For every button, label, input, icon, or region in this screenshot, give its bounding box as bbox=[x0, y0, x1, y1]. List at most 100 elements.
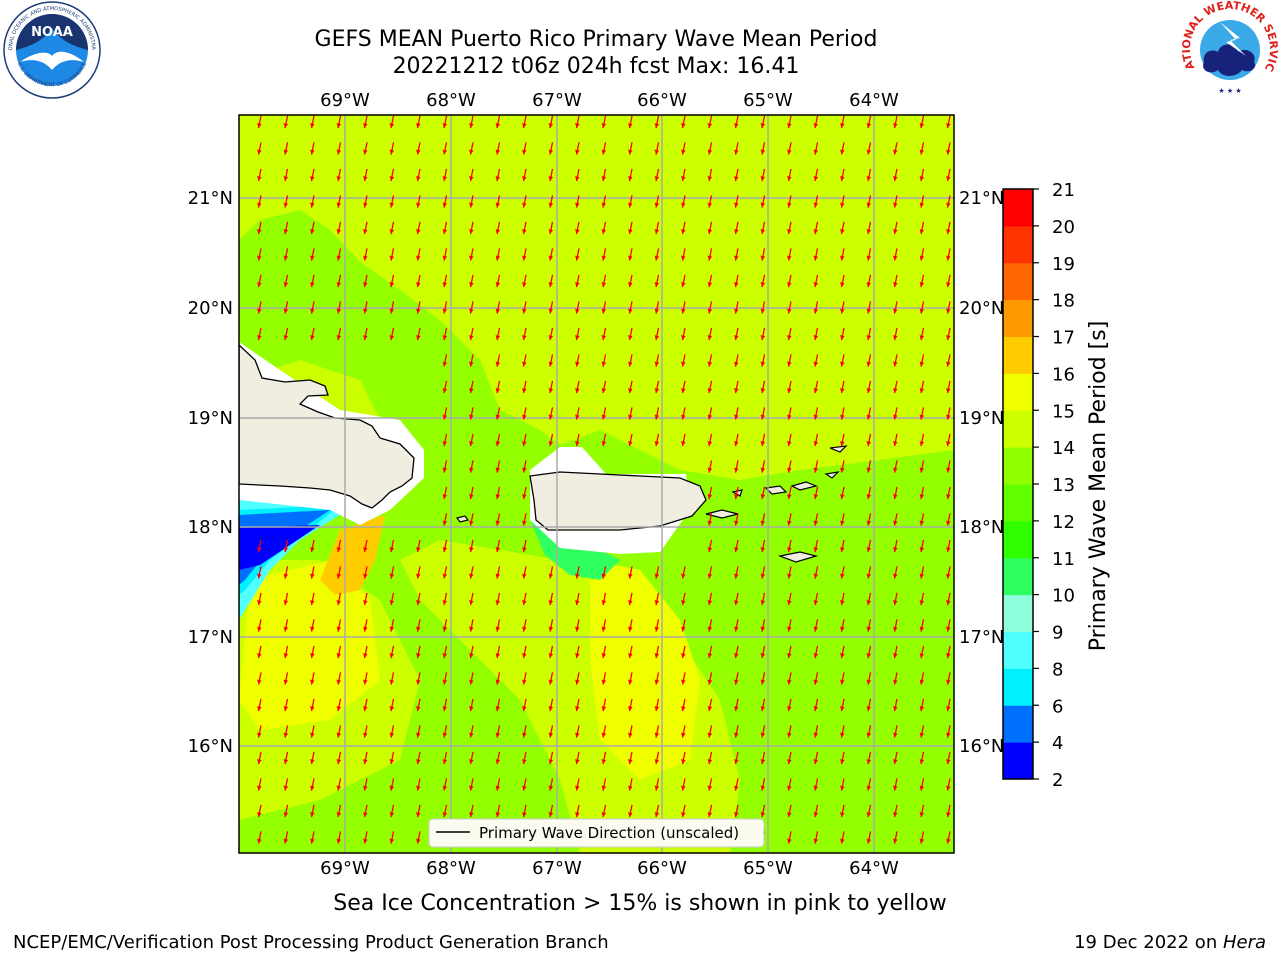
wave-arrow-head bbox=[813, 202, 819, 208]
wave-arrow-head bbox=[813, 600, 819, 606]
wave-arrow-head bbox=[813, 706, 819, 712]
wave-arrow-head bbox=[760, 785, 766, 791]
wave-arrow-head bbox=[522, 123, 527, 129]
wave-arrow-head bbox=[442, 361, 448, 367]
wave-arrow-head bbox=[283, 732, 289, 738]
wave-arrow-head bbox=[283, 679, 289, 685]
wave-arrow-head bbox=[469, 308, 474, 314]
wave-arrow-head bbox=[548, 812, 554, 818]
wave-arrow-head bbox=[575, 626, 580, 632]
wave-arrow-head bbox=[416, 626, 421, 632]
wave-arrow-head bbox=[416, 706, 421, 712]
wave-arrow-head bbox=[866, 653, 872, 659]
wave-arrow-head bbox=[495, 467, 501, 473]
wave-arrow-head bbox=[787, 679, 792, 685]
wave-arrow-head bbox=[495, 812, 501, 818]
wave-arrow-head bbox=[469, 441, 474, 447]
wave-arrow-head bbox=[734, 785, 739, 791]
wave-arrow-head bbox=[760, 467, 766, 473]
wave-arrow-head bbox=[548, 785, 554, 791]
wave-arrow-head bbox=[707, 785, 713, 791]
wave-arrow-head bbox=[681, 626, 686, 632]
wave-arrow-head bbox=[654, 679, 660, 685]
colorbar-tick-label: 9 bbox=[1052, 623, 1063, 644]
wave-arrow-head bbox=[336, 149, 342, 155]
wave-arrow-head bbox=[919, 149, 925, 155]
wave-arrow-head bbox=[469, 785, 474, 791]
wave-arrow-head bbox=[310, 202, 315, 208]
wave-arrow-head bbox=[389, 679, 395, 685]
legend-label: Primary Wave Direction (unscaled) bbox=[479, 824, 739, 842]
wave-arrow-head bbox=[654, 361, 660, 367]
wave-arrow-head bbox=[469, 732, 474, 738]
wave-arrow-head bbox=[654, 282, 660, 288]
wave-arrow-head bbox=[840, 229, 845, 235]
wave-arrow-head bbox=[601, 706, 607, 712]
wave-arrow-head bbox=[495, 706, 501, 712]
wave-arrow-head bbox=[283, 308, 289, 314]
wave-arrow-head bbox=[495, 149, 501, 155]
wave-arrow-head bbox=[257, 600, 262, 606]
wave-arrow-head bbox=[310, 759, 315, 765]
wave-arrow-head bbox=[707, 335, 713, 341]
wave-arrow-head bbox=[654, 176, 660, 182]
wave-arrow-head bbox=[681, 414, 686, 420]
colorbar-tick-label: 10 bbox=[1052, 586, 1075, 607]
wave-arrow-head bbox=[575, 785, 580, 791]
wave-arrow-head bbox=[654, 414, 660, 420]
colorbar-swatch bbox=[1003, 373, 1033, 411]
wave-arrow-head bbox=[442, 626, 448, 632]
wave-arrow-head bbox=[495, 494, 501, 500]
wave-arrow-head bbox=[787, 467, 792, 473]
wave-arrow-head bbox=[495, 441, 501, 447]
wave-arrow-head bbox=[363, 255, 368, 261]
wave-arrow-head bbox=[442, 494, 448, 500]
wave-arrow-head bbox=[416, 255, 421, 261]
wave-arrow-head bbox=[787, 626, 792, 632]
wave-arrow-head bbox=[654, 255, 660, 261]
wave-arrow-head bbox=[283, 573, 289, 579]
wave-arrow-head bbox=[654, 149, 660, 155]
wave-arrow-head bbox=[654, 653, 660, 659]
wave-arrow-head bbox=[442, 335, 448, 341]
wave-arrow-head bbox=[575, 176, 580, 182]
wave-arrow-head bbox=[469, 176, 474, 182]
wave-arrow-head bbox=[416, 149, 421, 155]
wave-arrow-head bbox=[734, 679, 739, 685]
wave-arrow-head bbox=[257, 335, 262, 341]
wave-arrow-head bbox=[495, 176, 501, 182]
wave-arrow-head bbox=[866, 255, 872, 261]
wave-arrow-head bbox=[389, 255, 395, 261]
wave-arrow-head bbox=[681, 706, 686, 712]
wave-arrow-head bbox=[946, 732, 951, 738]
wave-arrow-head bbox=[734, 308, 739, 314]
wave-arrow-head bbox=[840, 176, 845, 182]
wave-arrow-head bbox=[283, 653, 289, 659]
wave-arrow-head bbox=[893, 229, 898, 235]
wave-arrow-head bbox=[469, 123, 474, 129]
wave-arrow-head bbox=[919, 335, 925, 341]
wave-arrow-head bbox=[469, 202, 474, 208]
wave-arrow-head bbox=[548, 361, 554, 367]
wave-arrow-head bbox=[601, 308, 607, 314]
wave-arrow-head bbox=[548, 282, 554, 288]
wave-arrow-head bbox=[628, 414, 633, 420]
wave-arrow-head bbox=[601, 812, 607, 818]
wave-arrow-head bbox=[575, 282, 580, 288]
wave-arrow-head bbox=[548, 335, 554, 341]
wave-arrow-head bbox=[813, 573, 819, 579]
wave-arrow-head bbox=[919, 600, 925, 606]
wave-arrow-head bbox=[760, 282, 766, 288]
wave-arrow-head bbox=[548, 308, 554, 314]
wave-arrow-head bbox=[760, 547, 766, 553]
wave-arrow-head bbox=[442, 812, 448, 818]
wave-arrow-head bbox=[893, 176, 898, 182]
wave-arrow-head bbox=[548, 176, 554, 182]
wave-arrow-head bbox=[310, 282, 315, 288]
wave-arrow-head bbox=[734, 335, 739, 341]
wave-arrow-head bbox=[363, 202, 368, 208]
wave-arrow-head bbox=[601, 573, 607, 579]
wave-arrow-head bbox=[681, 388, 686, 394]
wave-arrow-head bbox=[522, 812, 527, 818]
wave-arrow-head bbox=[813, 229, 819, 235]
